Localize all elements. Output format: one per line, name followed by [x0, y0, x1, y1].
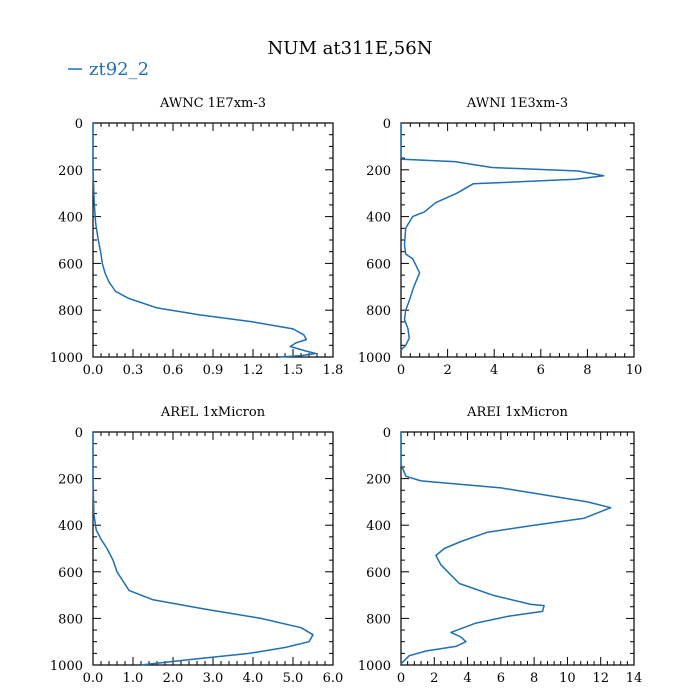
y-tick-label: 0 [383, 426, 391, 441]
figure-title: NUM at311E,56N [268, 38, 433, 59]
series-line [92, 123, 317, 358]
x-tick-label: 12 [592, 671, 609, 686]
x-tick-label: 5.0 [283, 671, 304, 686]
series-line [400, 432, 612, 665]
plot-frame [400, 431, 635, 666]
x-tick-label: 3.0 [203, 671, 224, 686]
plot-frame [92, 122, 334, 358]
x-tick-label: 0.0 [83, 363, 104, 378]
series-line [400, 123, 605, 351]
x-tick-label: 1.0 [123, 671, 144, 686]
chart-panel-3: AREL 1xMicron 0.0 1.0 2.0 3.0 4.0 5.0 6.0 0 200 40… [50, 405, 343, 686]
chart-panel-1: AWNC 1E7xm-3 0.0 0.3 0.6 0.9 1.2 1.5 1.8 0 200 400… [50, 96, 343, 378]
x-tick-label: 14 [626, 671, 643, 686]
y-tick-label: 800 [366, 304, 391, 319]
legend-label: zt92_2 [89, 59, 149, 80]
x-tick-label: 1.2 [243, 363, 264, 378]
x-tick-label: 8 [583, 363, 591, 378]
x-tick-label: 4 [490, 363, 498, 378]
x-tick-label: 0.9 [203, 363, 224, 378]
x-tick-label: 0.6 [163, 363, 184, 378]
y-tick-label: 600 [58, 257, 83, 272]
y-tick-label: 0 [75, 117, 83, 132]
x-tick-label: 2 [430, 671, 438, 686]
y-tick-label: 400 [58, 519, 83, 534]
y-tick-label: 400 [366, 519, 391, 534]
chart-panel-4: AREI 1xMicron 0 2 4 6 8 10 12 14 0 200 400 600 800 100… [358, 405, 642, 686]
y-tick-label: 800 [58, 304, 83, 319]
x-tick-label: 4.0 [243, 671, 264, 686]
x-tick-label: 0 [397, 363, 405, 378]
x-tick-label: 2.0 [163, 671, 184, 686]
panel-title: AREL 1xMicron [160, 405, 266, 420]
x-tick-label: 0.3 [123, 363, 144, 378]
y-tick-label: 1000 [50, 659, 83, 674]
y-tick-label: 400 [58, 211, 83, 226]
y-tick-label: 0 [383, 117, 391, 132]
panel-title: AWNC 1E7xm-3 [159, 96, 266, 111]
y-tick-label: 0 [75, 426, 83, 441]
plot-frame [92, 431, 334, 666]
y-tick-label: 600 [366, 257, 391, 272]
x-tick-label: 1.8 [323, 363, 344, 378]
x-tick-label: 10 [559, 671, 576, 686]
y-tick-label: 600 [366, 566, 391, 581]
y-tick-label: 200 [366, 164, 391, 179]
y-tick-label: 400 [366, 211, 391, 226]
x-tick-label: 4 [463, 671, 471, 686]
y-tick-label: 800 [366, 612, 391, 627]
panel-title: AREI 1xMicron [466, 405, 568, 420]
x-tick-label: 10 [626, 363, 643, 378]
series-line [92, 432, 314, 666]
x-tick-label: 1.5 [283, 363, 304, 378]
x-tick-label: 8 [530, 671, 538, 686]
x-tick-label: 0 [397, 671, 405, 686]
x-tick-label: 6 [537, 363, 545, 378]
y-tick-label: 1000 [358, 351, 391, 366]
y-tick-label: 800 [58, 612, 83, 627]
legend: zt92_2 [68, 59, 149, 80]
x-tick-label: 6.0 [323, 671, 344, 686]
plot-frame [400, 122, 635, 358]
y-tick-label: 200 [366, 473, 391, 488]
y-tick-label: 1000 [358, 659, 391, 674]
panel-title: AWNI 1E3xm-3 [466, 96, 568, 111]
y-tick-label: 200 [58, 164, 83, 179]
x-tick-label: 6 [497, 671, 505, 686]
x-tick-label: 0.0 [83, 671, 104, 686]
y-tick-label: 200 [58, 473, 83, 488]
y-tick-label: 1000 [50, 351, 83, 366]
x-tick-label: 2 [443, 363, 451, 378]
y-tick-label: 600 [58, 566, 83, 581]
chart-panel-2: AWNI 1E3xm-3 0 2 4 6 8 10 0 200 400 600 800 1000 [358, 96, 642, 378]
